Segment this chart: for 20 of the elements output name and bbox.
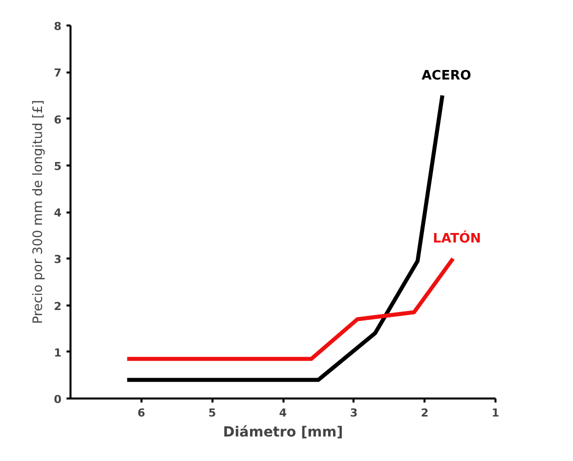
y-axis-title: Precio por 300 mm de longitud [£] (30, 100, 46, 324)
x-tick-label: 5 (208, 406, 216, 420)
y-tick-label: 7 (54, 66, 62, 80)
line-series (125, 256, 455, 361)
y-tick-label: 3 (54, 253, 62, 266)
y-tick-label: 8 (54, 20, 62, 33)
y-tick-label: 4 (54, 206, 62, 220)
y-tick-label: 6 (54, 113, 62, 126)
x-tick-label: 3 (350, 406, 358, 420)
x-tick-label: 6 (138, 406, 146, 420)
y-tick-label: 5 (54, 160, 62, 173)
y-tick-label: 2 (54, 300, 62, 313)
series-label: LATÓN (432, 230, 482, 247)
x-tick-label: 2 (420, 406, 428, 420)
series-label: ACERO (422, 68, 472, 84)
x-tick-label: 4 (279, 406, 288, 420)
x-axis-title: Diámetro [mm] (222, 424, 344, 440)
x-tick-label: 1 (492, 406, 500, 420)
y-tick-label: 0 (54, 393, 62, 406)
y-tick-label: 1 (54, 346, 62, 360)
